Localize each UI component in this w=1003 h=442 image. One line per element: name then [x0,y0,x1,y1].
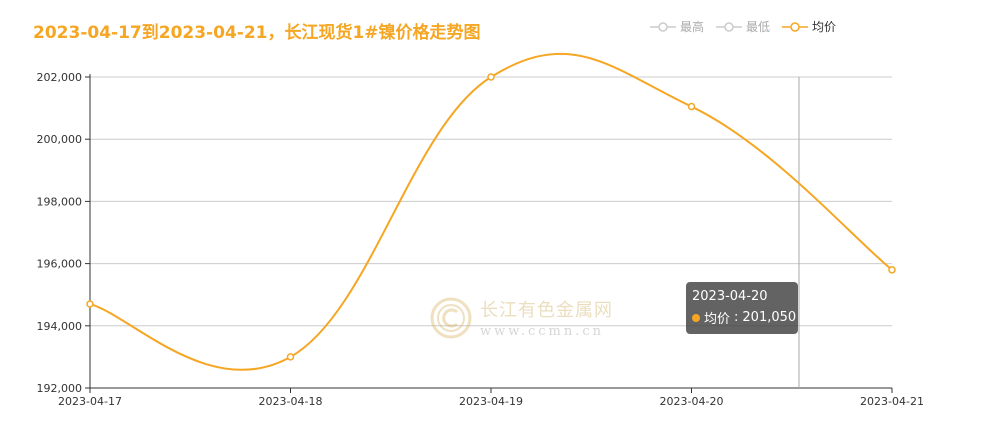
legend-item-avg[interactable]: 均价 [782,18,836,35]
chart-title: 2023-04-17到2023-04-21，长江现货1#镍价格走势图 [33,23,481,43]
legend-line-icon [716,21,743,32]
y-tick-label: 192,000 [37,382,83,395]
data-point [687,102,696,111]
y-tick-label: 200,000 [37,133,83,146]
x-tick-label: 2023-04-19 [459,395,523,408]
y-tick-label: 202,000 [37,71,83,84]
chart-tooltip: 2023-04-20 均价: 201,050 [686,282,798,334]
legend-label-low: 最低 [746,20,771,34]
tooltip-value: 201,050 [742,310,797,325]
data-point [487,73,495,81]
legend-label-high: 最高 [680,20,705,34]
data-point [286,353,295,361]
tooltip-date: 2023-04-20 [692,289,768,304]
data-point [888,266,896,274]
legend-label-avg: 均价 [812,20,837,34]
y-tick-label: 196,000 [37,258,83,271]
data-point [86,300,94,308]
x-tick-label: 2023-04-21 [860,395,924,408]
legend-item-high[interactable]: 最高 [650,18,704,35]
x-tick-label: 2023-04-17 [58,395,122,408]
chart-legend: 最高 最低 均价 [650,18,836,35]
y-tick-label: 194,000 [37,320,83,333]
series-line-avg [89,52,893,371]
x-tick-label: 2023-04-18 [259,395,323,408]
tooltip-series: 均价 [704,312,731,327]
series-dot-icon [692,313,700,322]
legend-line-icon [650,21,676,32]
y-tick-label: 198,000 [37,195,83,208]
legend-line-icon [782,21,809,32]
legend-item-low[interactable]: 最低 [716,18,770,35]
x-tick-label: 2023-04-20 [660,395,724,408]
